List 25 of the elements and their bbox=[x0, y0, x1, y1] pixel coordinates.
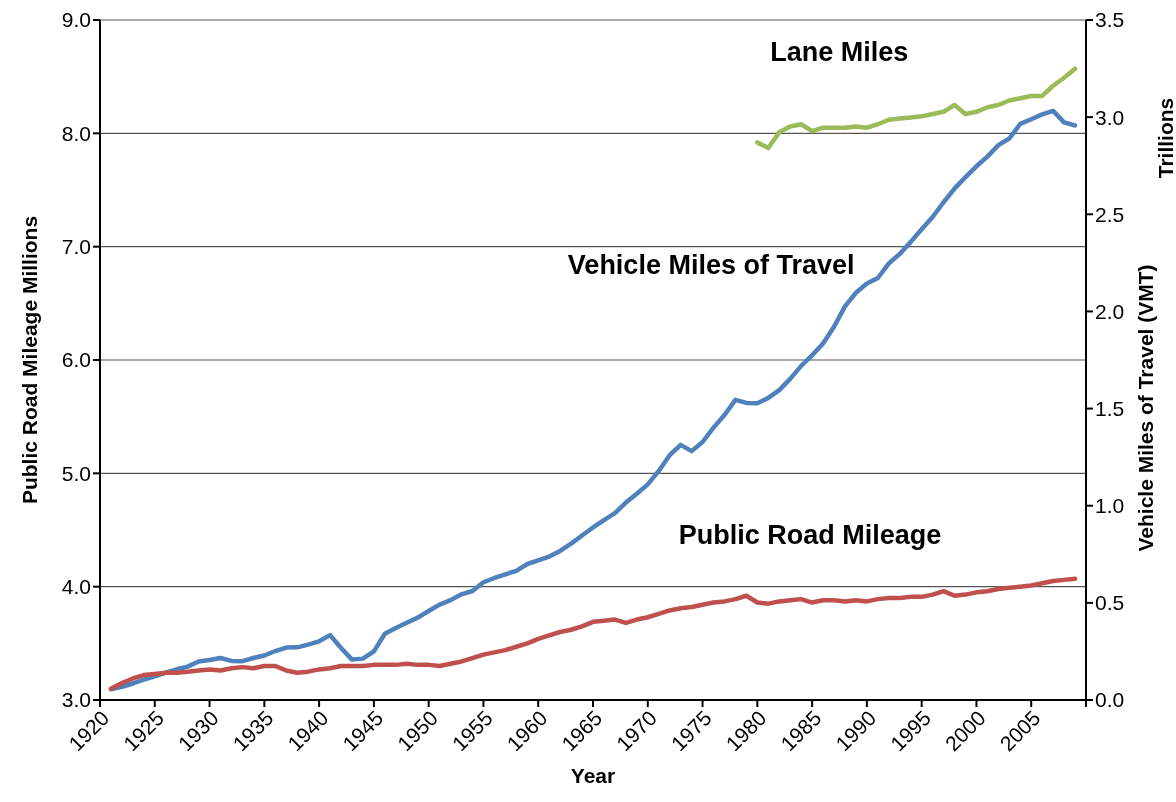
y-tick-label: 5.0 bbox=[61, 461, 91, 485]
y2-tick-label: 0.5 bbox=[1095, 591, 1125, 615]
series-label: Vehicle Miles of Travel bbox=[567, 250, 855, 281]
y2-tick-label: 3.5 bbox=[1095, 8, 1125, 32]
y2-axis-title: Vehicle Miles of Travel (VMT) bbox=[1134, 264, 1158, 552]
line-series bbox=[755, 66, 1078, 151]
y2-tick-label: 2.0 bbox=[1095, 299, 1125, 323]
y2-tick-label: 2.5 bbox=[1095, 202, 1125, 226]
y-tick-label: 7.0 bbox=[61, 235, 91, 259]
y-tick-label: 4.0 bbox=[61, 575, 91, 599]
line-series bbox=[108, 108, 1078, 692]
y2-tick-label: 1.0 bbox=[1095, 494, 1125, 518]
line-series bbox=[108, 576, 1078, 691]
y2-tick-label: 3.0 bbox=[1095, 105, 1125, 129]
series-label: Public Road Mileage bbox=[678, 519, 942, 551]
y-axis-title: Public Road Mileage Millions bbox=[18, 215, 42, 505]
series-label: Lane Miles bbox=[770, 36, 909, 68]
y2-tick-label: 0.0 bbox=[1095, 688, 1125, 712]
y-tick-label: 8.0 bbox=[61, 121, 91, 145]
text: Trillions bbox=[1154, 97, 1176, 179]
y-tick-label: 9.0 bbox=[61, 8, 91, 32]
y-tick-label: 6.0 bbox=[61, 348, 91, 372]
x-axis-title: Year bbox=[570, 764, 616, 788]
y-tick-label: 3.0 bbox=[61, 688, 91, 712]
y2-tick-label: 1.5 bbox=[1095, 397, 1125, 421]
